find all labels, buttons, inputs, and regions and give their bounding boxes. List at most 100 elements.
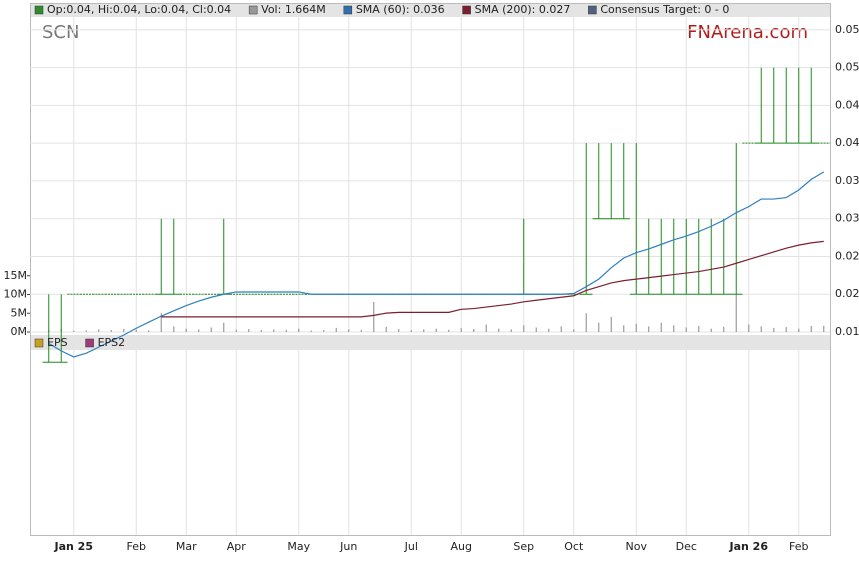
volume-bar — [385, 326, 387, 332]
volume-bar — [535, 327, 537, 332]
legend-swatch — [343, 5, 353, 15]
volume-bar — [523, 325, 525, 332]
volume-bar — [223, 322, 225, 332]
volume-bar — [635, 323, 637, 332]
volume-bar — [173, 326, 175, 332]
volume-bar — [448, 329, 450, 332]
price-range — [42, 294, 55, 363]
volume-bar — [748, 324, 750, 332]
ticker: SCN — [42, 22, 79, 43]
legend-swatch — [34, 338, 44, 348]
price-range — [655, 218, 668, 295]
price-range — [642, 218, 655, 295]
y-tick-label: 0.040 — [835, 136, 859, 149]
price-range — [592, 143, 605, 220]
price-range — [680, 218, 693, 295]
volume-bar — [823, 325, 825, 332]
volume-bar — [160, 313, 162, 332]
price-range — [780, 67, 793, 144]
volume-bar — [298, 328, 300, 332]
volume-bar — [185, 328, 187, 332]
volume-bar — [398, 329, 400, 332]
x-tick-label: Jan 26 — [729, 540, 769, 553]
x-tick-label: May — [287, 540, 310, 553]
x-tick-label: Feb — [127, 540, 146, 553]
x-tick-label: Nov — [626, 540, 648, 553]
volume-bar — [685, 327, 687, 332]
legend-swatch — [248, 5, 258, 15]
volume-bar — [623, 325, 625, 332]
legend-label: EPS2 — [98, 336, 126, 349]
volume-bar — [123, 329, 125, 332]
plot-frame — [30, 3, 831, 536]
volume-bar — [85, 330, 87, 332]
price-range — [717, 218, 730, 295]
volume-bar — [585, 313, 587, 332]
price-range — [617, 143, 630, 220]
volume-bar — [273, 329, 275, 332]
y-tick-label: 0.050 — [835, 61, 859, 74]
volume-bar — [598, 322, 600, 332]
volume-bar — [73, 330, 75, 332]
volume-bar — [548, 328, 550, 332]
volume-bar — [735, 294, 737, 332]
y-tick-label: 0.035 — [835, 174, 859, 187]
legend-label: EPS — [47, 336, 68, 349]
volume-bar — [610, 317, 612, 332]
volume-bar — [498, 328, 500, 332]
volume-bar — [723, 326, 725, 332]
volume-bar — [323, 330, 325, 332]
price-range — [705, 218, 718, 295]
volume-bar — [573, 329, 575, 332]
volume-bar — [485, 324, 487, 332]
legend-label: Op:0.04, Hi:0.04, Lo:0.04, Cl:0.04 — [47, 3, 231, 16]
y-tick-label: 0.045 — [835, 98, 859, 111]
x-tick-label: Jun — [339, 540, 357, 553]
brand: FNArena.com — [687, 22, 808, 43]
x-tick-label: Oct — [564, 540, 584, 553]
price-range — [767, 67, 780, 144]
volume-bar — [423, 329, 425, 332]
volume-bar — [135, 329, 137, 332]
volume-bar — [435, 328, 437, 332]
volume-bar — [98, 329, 100, 332]
x-tick-label: Aug — [451, 540, 472, 553]
volume-bar — [460, 328, 462, 332]
volume-bar — [798, 328, 800, 332]
sma-line — [48, 171, 825, 358]
x-tick-label: Sep — [513, 540, 534, 553]
price-range — [730, 143, 743, 295]
volume-bar — [260, 330, 262, 332]
legend-swatch — [34, 5, 44, 15]
volume-bar — [348, 329, 350, 332]
price-range — [667, 218, 680, 295]
volume-bar — [360, 329, 362, 332]
x-tick-label: Feb — [789, 540, 808, 553]
y2-tick-label: 5M — [11, 306, 28, 319]
volume-bar — [710, 328, 712, 332]
volume-bar — [198, 329, 200, 332]
legend-label: Consensus Target: 0 - 0 — [600, 3, 729, 16]
price-range — [155, 218, 168, 295]
volume-bar — [335, 327, 337, 332]
x-tick-label: Dec — [676, 540, 697, 553]
volume-bar — [110, 330, 112, 332]
volume-bar — [510, 329, 512, 332]
price-range — [605, 143, 618, 220]
volume-bar — [785, 327, 787, 332]
volume-bar — [760, 326, 762, 332]
y-tick-label: 0.020 — [835, 287, 859, 300]
volume-bar — [660, 322, 662, 332]
y2-tick-label: 15M — [4, 269, 28, 282]
y-tick-label: 0.030 — [835, 212, 859, 225]
x-tick-label: Jan 25 — [54, 540, 93, 553]
volume-bar — [810, 326, 812, 332]
volume-bar — [673, 325, 675, 332]
legend-label: SMA (200): 0.027 — [475, 3, 571, 16]
price-range — [630, 143, 643, 295]
price-range — [167, 218, 180, 295]
price-range — [755, 67, 768, 144]
price-range — [55, 294, 68, 363]
